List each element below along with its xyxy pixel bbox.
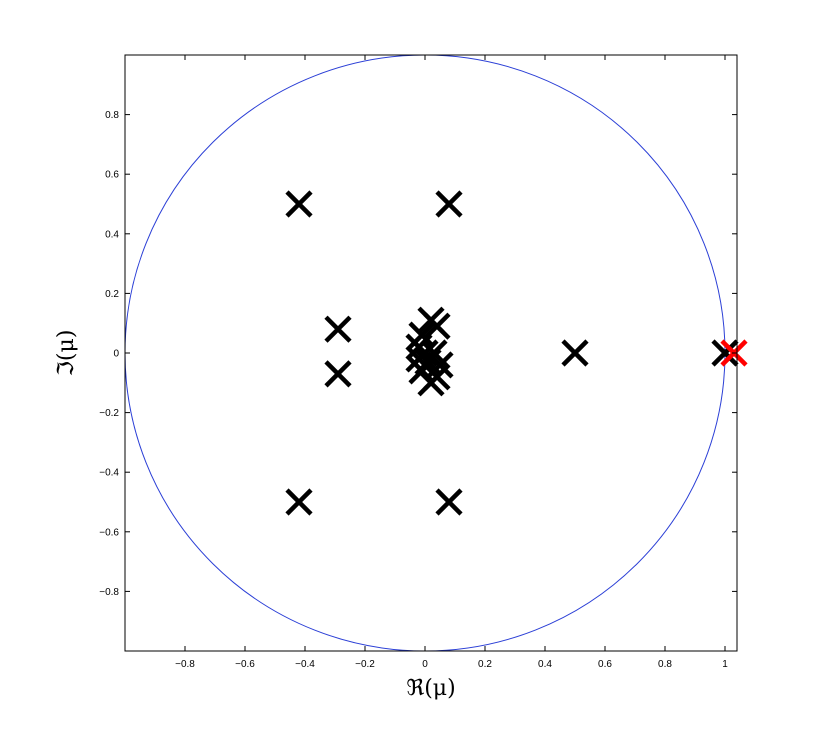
marker-stroke xyxy=(435,488,463,516)
x-tick-label: 1 xyxy=(722,659,728,670)
y-tick-label: 0.4 xyxy=(105,229,119,240)
x-tick-label: 0.8 xyxy=(658,659,672,670)
marker-stroke xyxy=(285,488,313,516)
y-tick-label: −0.8 xyxy=(99,587,119,598)
marker-stroke xyxy=(324,315,352,343)
ticks-layer: −0.8 −0.6 −0.4 −0.2 0 0.2 0.4 0.6 0.8 1 −0.8 −0.6 −0… xyxy=(99,55,737,670)
y-tick-label: −0.2 xyxy=(99,408,119,419)
eigenvalue-marker xyxy=(285,488,313,516)
marker-stroke xyxy=(405,345,433,373)
x-tick-label: −0.4 xyxy=(295,659,315,670)
y-tick-label: 0.6 xyxy=(105,170,119,181)
x-tick-label: −0.8 xyxy=(175,659,195,670)
y-axis-label: ℑ(μ) xyxy=(54,330,79,377)
marker-stroke xyxy=(324,360,352,388)
eigenvalue-marker xyxy=(435,190,463,218)
eigenvalue-marker xyxy=(435,488,463,516)
x-tick-label: 0.6 xyxy=(598,659,612,670)
marker-stroke xyxy=(417,369,445,397)
x-tick-label: 0.4 xyxy=(538,659,552,670)
eigenvalue-marker xyxy=(561,339,589,367)
x-tick-label: −0.6 xyxy=(235,659,255,670)
marker-stroke xyxy=(285,190,313,218)
y-tick-label: −0.4 xyxy=(99,468,119,479)
y-tick-label: −0.6 xyxy=(99,527,119,538)
eigenvalue-marker xyxy=(417,369,445,397)
markers-layer xyxy=(285,190,748,516)
y-tick-label: 0 xyxy=(113,349,119,360)
eigenvalue-marker xyxy=(324,360,352,388)
x-tick-label: 0 xyxy=(422,659,428,670)
x-tick-label: −0.2 xyxy=(355,659,375,670)
marker-stroke xyxy=(561,339,589,367)
eigenvalue-marker xyxy=(324,315,352,343)
eigenvalue-marker xyxy=(711,339,739,367)
marker-stroke xyxy=(711,339,739,367)
marker-stroke xyxy=(435,190,463,218)
y-tick-label: 0.8 xyxy=(105,110,119,121)
y-tick-label: 0.2 xyxy=(105,289,119,300)
x-axis-label: ℜ(μ) xyxy=(406,676,455,701)
x-tick-label: 0.2 xyxy=(478,659,492,670)
eigenvalue-marker xyxy=(285,190,313,218)
